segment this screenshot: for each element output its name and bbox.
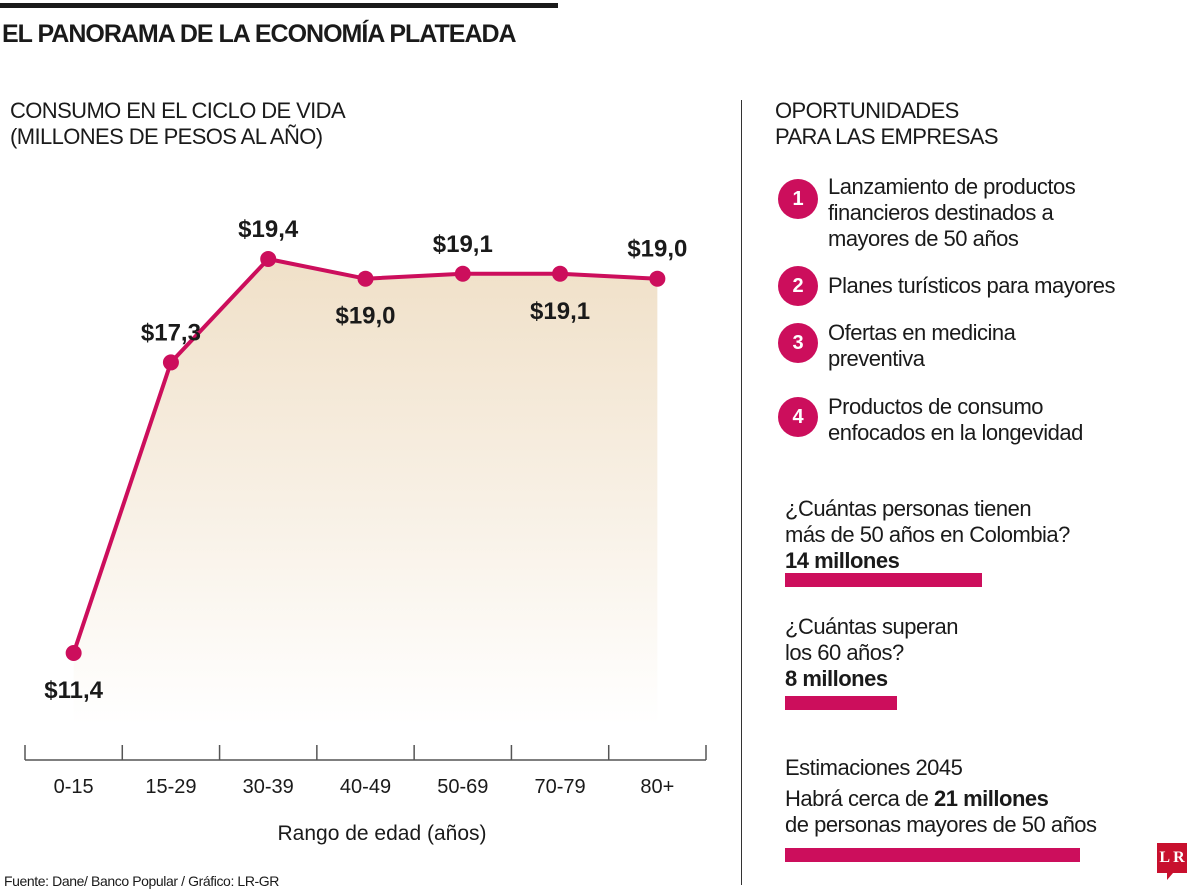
stat-bar-over-50 (785, 573, 982, 587)
data-point (454, 265, 471, 282)
data-label: $19,1 (530, 298, 590, 325)
stat-answer: 8 millones (785, 666, 888, 691)
stat-bar-2045 (785, 848, 1081, 862)
x-tick-label: 0-15 (54, 776, 94, 798)
data-label: $19,4 (238, 216, 299, 243)
opportunity-text: Lanzamiento de productos financieros des… (828, 174, 1076, 251)
line-chart: $11,4 $17,3 $19,4 $19,0 $19,1 $19,1 $19,0 0-15 1… (24, 216, 707, 845)
chart-title-line-2: (MILLONES DE PESOS AL AÑO) (10, 124, 323, 149)
data-label: $17,3 (141, 319, 201, 346)
x-tick-label: 40-49 (340, 776, 391, 798)
opportunities-title-line-1: OPORTUNIDADES (775, 98, 959, 123)
chart-title-line-1: CONSUMO EN EL CICLO DE VIDA (10, 98, 346, 123)
data-label: $19,1 (433, 231, 493, 258)
data-point (552, 265, 569, 282)
opportunity-item-2: 2 Planes turísticos para mayores (778, 266, 1168, 306)
page-title: EL PANORAMA DE LA ECONOMÍA PLATEADA (2, 20, 517, 48)
number-badge: 4 (778, 397, 818, 437)
source-note: Fuente: Dane/ Banco Popular / Gráfico: L… (4, 873, 279, 889)
stat-over-50: ¿Cuántas personas tienen más de 50 años … (785, 496, 1070, 574)
x-tick-label: 50-69 (437, 776, 488, 798)
opportunities-title-line-2: PARA LAS EMPRESAS (775, 124, 999, 149)
opportunity-text: Planes turísticos para mayores (828, 273, 1116, 298)
estimate-text: Habrá cerca de (785, 786, 935, 811)
column-divider (741, 100, 742, 885)
x-tick-label: 80+ (640, 776, 674, 798)
data-label: $11,4 (44, 677, 103, 704)
data-point (162, 354, 179, 371)
estimate-heading: Estimaciones 2045 (785, 755, 963, 780)
opportunity-item-4: 4 Productos de consumo enfocados en la l… (778, 394, 1128, 446)
lr-logo: L R (1157, 843, 1187, 880)
number-badge: 2 (778, 266, 818, 306)
number-badge: 3 (778, 323, 818, 363)
opportunities-title: OPORTUNIDADES PARA LAS EMPRESAS (775, 98, 999, 150)
stat-question-line: más de 50 años en Colombia? (785, 522, 1070, 547)
area-fill (73, 259, 658, 725)
estimate-2045: Estimaciones 2045 Habrá cerca de 21 mill… (785, 755, 1097, 838)
data-point (649, 270, 666, 287)
data-label: $19,0 (627, 236, 687, 263)
data-label: $19,0 (335, 303, 395, 330)
x-tick-label: 30-39 (243, 776, 294, 798)
data-point (357, 270, 374, 287)
stat-bar-over-60 (785, 696, 898, 710)
data-point (260, 251, 277, 267)
data-point (65, 645, 82, 661)
stat-question-line: ¿Cuántas personas tienen (785, 496, 1032, 521)
estimate-value: 21 millones (934, 786, 1049, 811)
opportunity-text: Productos de consumo enfocados en la lon… (828, 394, 1083, 445)
opportunity-item-1: 1 Lanzamiento de productos financieros d… (778, 174, 1128, 252)
x-tick-label: 70-79 (534, 776, 585, 798)
x-tick-label: 15-29 (145, 776, 196, 798)
stat-answer: 14 millones (785, 548, 900, 573)
chart-title: CONSUMO EN EL CICLO DE VIDA (MILLONES DE… (10, 98, 346, 150)
number-badge: 1 (778, 179, 818, 219)
title-rule (0, 3, 558, 8)
stat-question-line: los 60 años? (785, 640, 904, 665)
stat-over-60: ¿Cuántas superan los 60 años? 8 millones (785, 614, 959, 692)
estimate-text-line-2: de personas mayores de 50 años (785, 812, 1097, 837)
x-axis-label: Rango de edad (años) (278, 822, 487, 845)
stat-question-line: ¿Cuántas superan (785, 614, 959, 639)
opportunity-text: Ofertas en medicina preventiva (828, 320, 1016, 371)
opportunity-item-3: 3 Ofertas en medicina preventiva (778, 320, 1068, 372)
